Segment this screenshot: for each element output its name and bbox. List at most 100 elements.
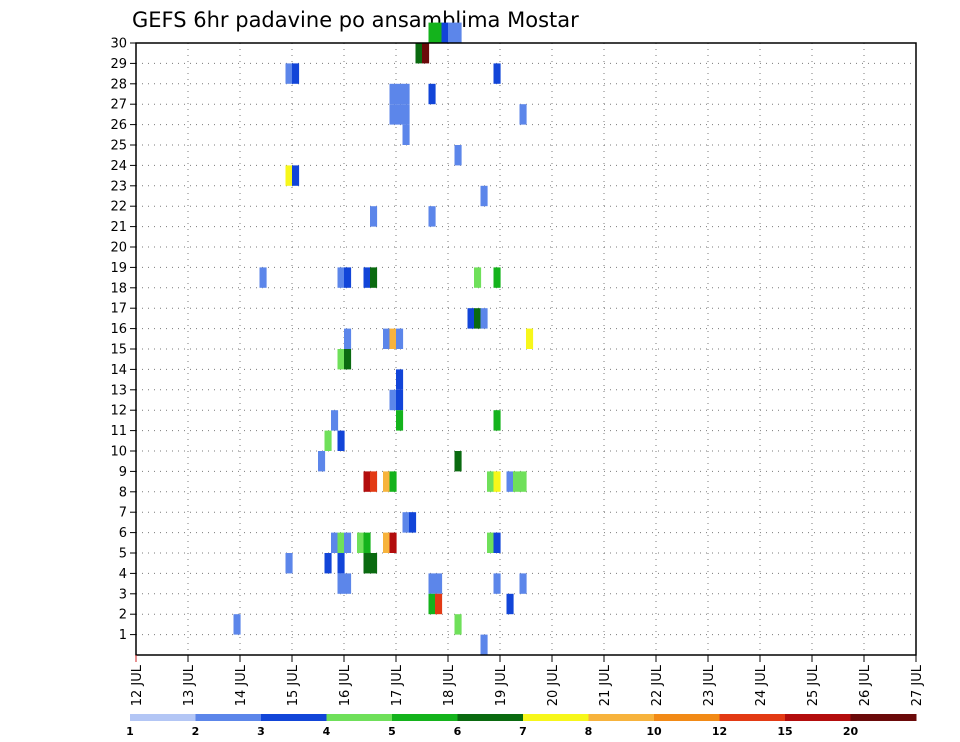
precip-cell <box>493 471 501 492</box>
precip-cell <box>337 573 345 594</box>
x-tick-label: 13 JUL <box>182 664 197 706</box>
y-tick-label: 7 <box>119 506 127 521</box>
precip-cell <box>337 349 345 370</box>
legend-swatch <box>719 714 786 721</box>
y-tick-label: 2 <box>119 608 127 623</box>
precip-cell <box>402 124 410 145</box>
legend-label: 20 <box>843 725 859 738</box>
legend-swatch <box>195 714 262 721</box>
precip-cell <box>402 104 410 125</box>
legend-swatch <box>392 714 458 721</box>
y-tick-label: 24 <box>110 159 127 174</box>
legend-label: 8 <box>585 725 593 738</box>
precip-cell <box>344 532 352 553</box>
precip-cell <box>506 471 514 492</box>
precip-cell <box>389 328 397 349</box>
legend-swatch <box>785 714 851 721</box>
precip-cell <box>480 634 488 655</box>
legend-label: 5 <box>388 725 396 738</box>
y-tick-label: 4 <box>119 567 127 582</box>
precip-cell <box>370 206 378 227</box>
precip-cell <box>259 267 267 288</box>
precip-cell <box>506 593 514 615</box>
precip-cell <box>285 63 293 84</box>
precip-cell <box>428 206 436 227</box>
precip-cell <box>454 451 462 472</box>
precip-cell <box>474 267 482 288</box>
precip-cell <box>337 553 345 574</box>
precip-cell <box>383 532 391 553</box>
precip-cell <box>363 267 371 288</box>
precip-cell <box>396 369 404 390</box>
precip-cell <box>292 63 300 84</box>
precip-cell <box>428 83 436 105</box>
y-tick-label: 22 <box>110 200 127 215</box>
legend-label: 7 <box>519 725 527 738</box>
y-tick-label: 5 <box>119 547 127 562</box>
y-tick-label: 21 <box>110 220 127 235</box>
precip-cell <box>519 104 527 125</box>
precip-cell <box>389 104 397 125</box>
precip-cell <box>415 43 423 64</box>
precip-cell <box>357 532 365 553</box>
legend-label: 6 <box>454 725 462 738</box>
legend-label: 2 <box>192 725 200 738</box>
x-tick-label: 24 JUL <box>754 664 769 706</box>
precip-cell <box>337 267 345 288</box>
precip-cell <box>409 512 417 533</box>
legend-label: 1 <box>126 725 134 738</box>
precip-cell <box>396 410 404 431</box>
precip-cell <box>474 308 482 329</box>
y-tick-label: 29 <box>110 57 127 72</box>
precip-cell <box>428 573 436 594</box>
precip-cell <box>493 573 501 594</box>
x-tick-label: 27 JUL <box>910 664 925 706</box>
precip-cell <box>344 328 352 349</box>
precip-cell <box>292 165 300 186</box>
x-tick-label: 12 JUL <box>130 664 145 706</box>
legend-swatch <box>523 714 589 721</box>
y-tick-label: 23 <box>110 179 127 194</box>
precip-cell <box>389 471 397 492</box>
y-tick-label: 13 <box>110 383 127 398</box>
y-tick-label: 11 <box>110 424 127 439</box>
y-axis: 1234567891011121314151617181920212223242… <box>110 37 136 643</box>
precip-cell <box>480 185 488 207</box>
x-axis: 12 JUL 13 JUL 14 JUL 15 JUL 16 JUL 17 JUL 18 J… <box>130 655 925 706</box>
precip-cell <box>344 349 352 370</box>
precip-cell <box>402 512 410 533</box>
precip-cell <box>396 83 404 105</box>
precip-cell <box>389 83 397 105</box>
y-tick-label: 12 <box>110 404 127 419</box>
x-tick-label: 17 JUL <box>390 664 405 706</box>
y-tick-label: 19 <box>110 261 127 276</box>
x-tick-label: 15 JUL <box>286 664 301 706</box>
x-tick-label: 22 JUL <box>650 664 665 706</box>
x-tick-label: 19 JUL <box>494 664 509 706</box>
precip-cell <box>493 267 501 288</box>
precip-cell <box>454 145 462 166</box>
precip-cell <box>519 573 527 594</box>
precip-cell <box>487 471 495 492</box>
y-tick-label: 27 <box>110 98 127 113</box>
y-tick-label: 3 <box>119 587 127 602</box>
precip-cell <box>233 614 241 635</box>
y-tick-label: 16 <box>110 322 127 337</box>
y-tick-label: 17 <box>110 302 127 317</box>
x-tick-label: 14 JUL <box>234 664 249 706</box>
precip-cell <box>448 22 456 43</box>
cells-layer <box>233 22 534 655</box>
precip-cell <box>363 532 371 553</box>
precip-cell <box>337 532 345 553</box>
precip-cell <box>383 328 391 349</box>
precip-cell <box>493 410 501 431</box>
y-tick-label: 9 <box>119 465 127 480</box>
x-tick-label: 20 JUL <box>546 664 561 706</box>
chart-title: GEFS 6hr padavine po ansamblima Mostar <box>132 8 579 32</box>
precip-cell <box>389 532 397 553</box>
precip-cell <box>493 63 501 84</box>
precip-cell <box>467 308 475 329</box>
legend-swatch <box>588 714 655 721</box>
precip-cell <box>285 553 293 574</box>
